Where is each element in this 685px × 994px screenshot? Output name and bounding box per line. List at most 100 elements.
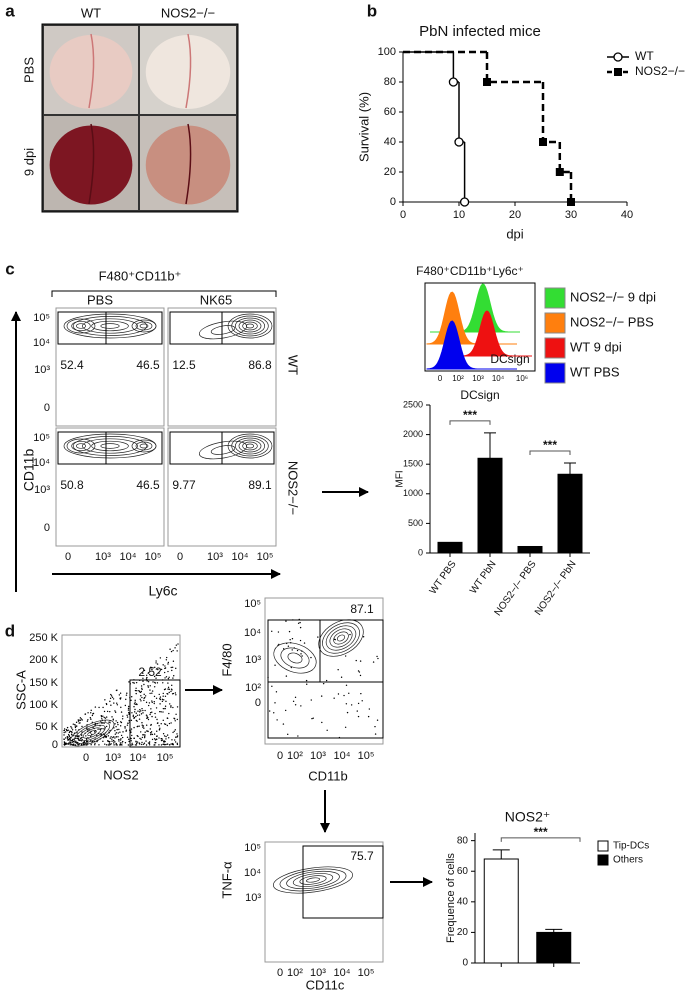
event-dot bbox=[127, 705, 130, 708]
event-dot bbox=[105, 716, 108, 718]
event-dot bbox=[119, 742, 122, 744]
event-dot bbox=[160, 744, 163, 746]
event-dot bbox=[90, 744, 92, 746]
event-dot bbox=[158, 728, 161, 731]
event-dot bbox=[90, 712, 92, 714]
event-dot bbox=[176, 650, 178, 652]
event-dot bbox=[109, 737, 111, 739]
event-dot bbox=[282, 723, 285, 725]
event-dot bbox=[120, 706, 122, 709]
event-dot bbox=[348, 692, 350, 695]
event-dot bbox=[68, 742, 70, 745]
survival-line bbox=[485, 52, 543, 84]
y-tick-label: 10² bbox=[245, 682, 261, 694]
event-dot bbox=[100, 715, 103, 718]
event-dot bbox=[158, 693, 160, 696]
event-dot bbox=[116, 728, 118, 731]
event-dot bbox=[109, 697, 112, 700]
event-dot bbox=[140, 700, 142, 702]
event-dot bbox=[126, 716, 129, 718]
contour bbox=[91, 440, 129, 452]
event-dot bbox=[291, 637, 294, 640]
label: 9 dpi bbox=[21, 148, 36, 176]
event-dot bbox=[154, 716, 157, 718]
event-dot bbox=[135, 715, 137, 718]
gate-percent: 46.5 bbox=[136, 478, 160, 492]
event-dot bbox=[81, 719, 83, 721]
event-dot bbox=[141, 707, 143, 710]
event-dot bbox=[141, 743, 143, 746]
lung-split bbox=[185, 33, 192, 109]
event-dot bbox=[118, 728, 120, 731]
significance: *** bbox=[543, 438, 557, 452]
event-dot bbox=[170, 706, 172, 708]
y-tick-label: 10³ bbox=[245, 654, 261, 666]
event-dot bbox=[173, 717, 175, 720]
event-dot bbox=[81, 725, 83, 728]
legend-swatch bbox=[544, 287, 566, 309]
contour bbox=[273, 866, 353, 894]
y-tick-label: 0 bbox=[52, 739, 58, 751]
event-dot bbox=[79, 717, 82, 719]
event-dot bbox=[126, 692, 128, 694]
event-dot bbox=[69, 744, 71, 746]
event-dot bbox=[135, 742, 138, 745]
event-dot bbox=[66, 738, 69, 740]
event-dot bbox=[105, 702, 108, 705]
contour bbox=[210, 325, 236, 335]
y-tick-label: 200 K bbox=[29, 654, 58, 666]
legend-label: WT 9 dpi bbox=[570, 339, 622, 354]
gate-percent: 86.8 bbox=[248, 358, 272, 372]
event-dot bbox=[75, 725, 78, 727]
event-dot bbox=[142, 680, 144, 682]
event-dot bbox=[144, 731, 146, 733]
event-dot bbox=[91, 714, 94, 717]
event-dot bbox=[167, 677, 170, 680]
event-dot bbox=[75, 721, 78, 724]
event-dot bbox=[372, 661, 375, 663]
gate-percent: 12.5 bbox=[172, 358, 196, 372]
y-tick-label: 40 bbox=[384, 136, 396, 148]
event-dot bbox=[121, 718, 124, 720]
event-dot bbox=[107, 735, 110, 737]
contour bbox=[71, 440, 91, 452]
event-dot bbox=[143, 736, 146, 739]
event-dot bbox=[112, 719, 114, 721]
contour bbox=[227, 313, 273, 339]
event-dot bbox=[71, 727, 73, 729]
event-dot bbox=[151, 690, 154, 692]
event-dot bbox=[175, 713, 177, 715]
event-dot bbox=[163, 723, 166, 725]
event-dot bbox=[170, 690, 172, 693]
event-dot bbox=[85, 742, 87, 745]
event-dot bbox=[173, 739, 176, 741]
event-dot bbox=[145, 744, 148, 746]
event-dot bbox=[107, 740, 109, 742]
event-dot bbox=[168, 722, 171, 725]
event-dot bbox=[130, 744, 132, 746]
event-dot bbox=[133, 737, 136, 740]
x-tick-label: 10⁵ bbox=[145, 551, 162, 563]
event-dot bbox=[151, 668, 153, 671]
event-dot bbox=[165, 738, 167, 740]
event-dot bbox=[107, 744, 110, 746]
contour bbox=[66, 318, 96, 334]
contour bbox=[286, 870, 340, 890]
event-dot bbox=[153, 744, 155, 746]
event-dot bbox=[71, 729, 74, 731]
event-dot bbox=[360, 692, 362, 695]
contour bbox=[231, 315, 269, 337]
event-dot bbox=[147, 742, 150, 744]
event-dot bbox=[164, 723, 167, 726]
event-dot bbox=[135, 744, 138, 746]
label: F480⁺CD11b⁺Ly6c⁺ bbox=[416, 264, 524, 278]
x-label: NOS2 bbox=[103, 767, 138, 782]
contour bbox=[72, 436, 148, 456]
event-dot bbox=[301, 655, 303, 657]
event-dot bbox=[148, 702, 151, 704]
event-dot bbox=[144, 709, 146, 712]
event-dot bbox=[171, 666, 174, 669]
label: PBS bbox=[87, 292, 113, 307]
event-dot bbox=[172, 731, 174, 734]
event-dot bbox=[102, 740, 104, 743]
